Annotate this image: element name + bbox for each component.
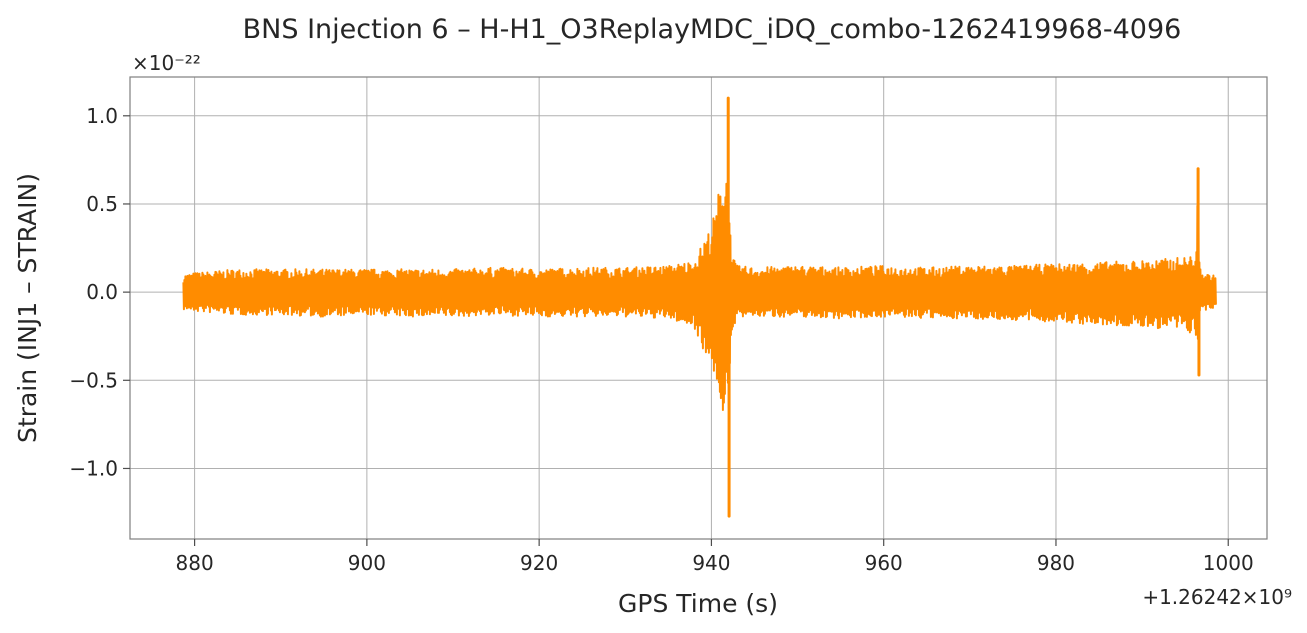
y-scale-label: ×10⁻²² [132,51,201,75]
x-tick-label: 900 [348,551,386,575]
x-tick-label: 880 [176,551,214,575]
x-tick-label: 980 [1037,551,1075,575]
plot-frame [129,76,1268,540]
x-axis: 880 900 920 940 960 980 1000 [176,539,1254,575]
y-axis-label: Strain (INJ1 – STRAIN) [13,173,42,443]
strain-line [182,182,1217,411]
x-tick-label: 940 [692,551,730,575]
y-tick-label: −1.0 [69,456,118,480]
x-tick-label: 960 [865,551,903,575]
x-offset-label: +1.26242×10⁹ [1142,585,1292,609]
y-tick-label: 1.0 [86,104,118,128]
y-tick-label: −0.5 [69,368,118,392]
x-axis-label: GPS Time (s) [618,589,778,618]
y-tick-label: 0.0 [86,280,118,304]
x-tick-label: 1000 [1203,551,1254,575]
y-axis: −1.0 −0.5 0.0 0.5 1.0 [69,104,130,480]
chart-title: BNS Injection 6 – H-H1_O3ReplayMDC_iDQ_c… [243,14,1182,45]
y-tick-label: 0.5 [86,192,118,216]
x-tick-label: 920 [520,551,558,575]
series-strain [182,96,1217,518]
